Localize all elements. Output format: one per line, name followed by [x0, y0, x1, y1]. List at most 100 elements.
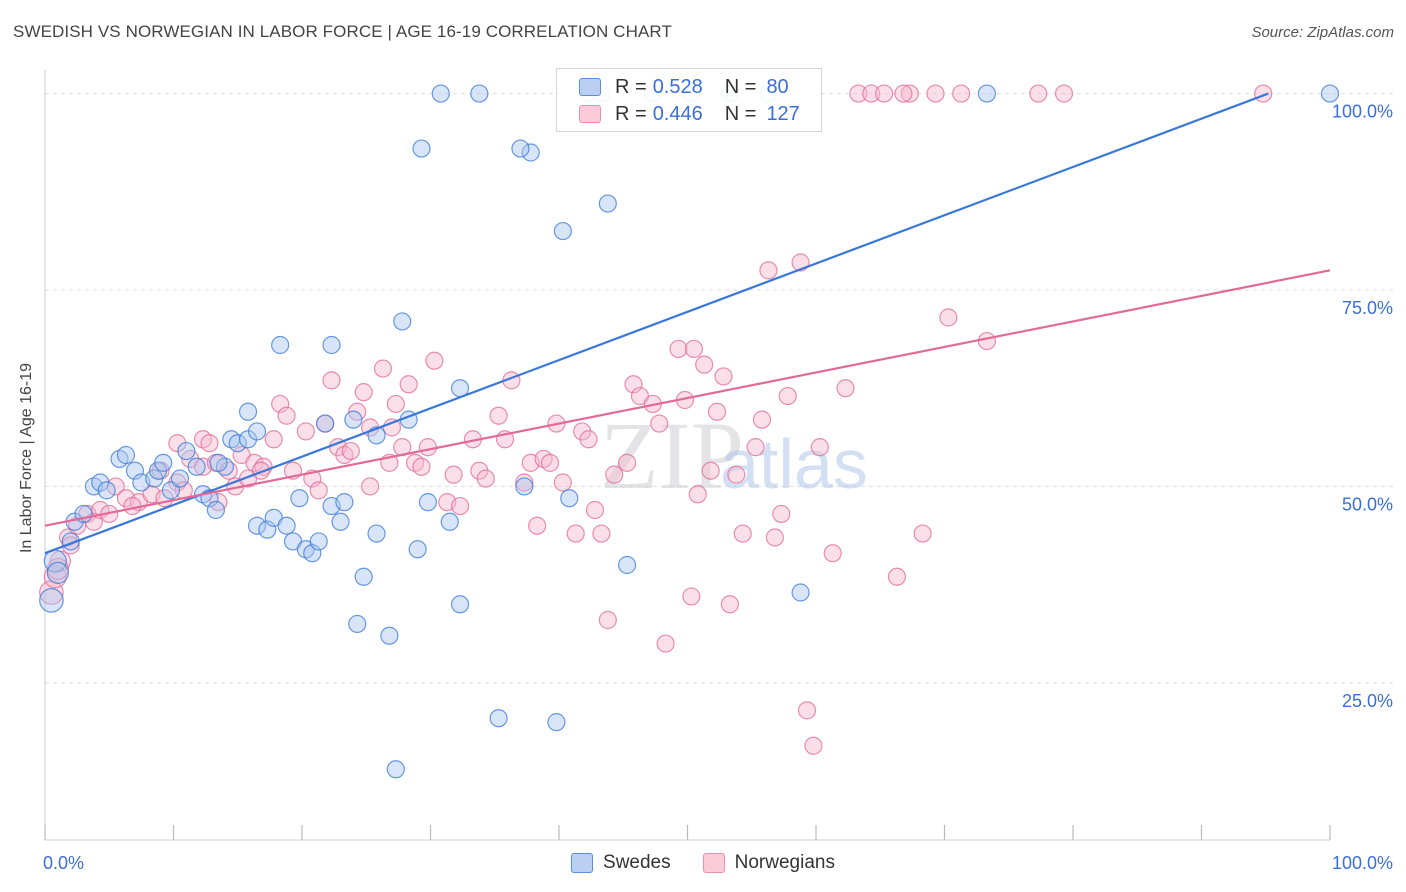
swedes-point [277, 516, 296, 535]
norwegians-point [669, 339, 688, 359]
watermark-atlas: atlas [720, 425, 868, 503]
swedes-point [258, 520, 277, 539]
norwegians-point [977, 331, 997, 351]
norwegians-point [695, 355, 714, 374]
source-label: Source: ZipAtlas.com [1251, 24, 1394, 41]
norwegians-point [373, 359, 393, 378]
watermark: ZIP atlas [600, 402, 868, 509]
swedes-point [206, 500, 226, 520]
norwegians-point [251, 461, 270, 480]
norwegians-point [489, 406, 508, 425]
r-label: R = [615, 75, 647, 98]
r-value: 0.446 [652, 102, 703, 125]
swedes-point [331, 512, 350, 531]
swedes-point [618, 555, 637, 575]
legend-item-norwegians[interactable]: Norwegians [702, 852, 835, 874]
trend-lines [44, 92, 1331, 555]
norwegians-point [875, 84, 894, 103]
grid [45, 93, 1395, 684]
norwegians-point [412, 457, 431, 476]
norwegians-point [476, 469, 495, 488]
norwegians-points [39, 84, 1273, 755]
swedes-point [170, 469, 190, 488]
swedes-point [46, 561, 69, 584]
norwegians-legend-swatch [702, 853, 725, 873]
norwegians-point [1029, 84, 1048, 103]
swedes-trend-line [44, 92, 1269, 555]
swedes-point [511, 139, 530, 158]
swedes-point [187, 457, 206, 476]
n-value: 80 [766, 75, 789, 98]
norwegians-point [386, 394, 405, 414]
norwegians-point [862, 84, 881, 103]
norwegians-point [1254, 84, 1273, 103]
swedes-point [316, 414, 335, 433]
chart-title: SWEDISH VS NORWEGIAN IN LABOR FORCE | AG… [13, 22, 672, 41]
norwegians-point [264, 430, 283, 449]
n-label: N = [724, 102, 757, 125]
norwegians-point [778, 386, 797, 406]
norwegians-point [939, 308, 958, 327]
norwegians-point [804, 736, 823, 755]
norwegians-point [605, 465, 624, 484]
y-tick-label: 50.0% [1342, 494, 1393, 514]
norwegians-point [425, 351, 444, 370]
stats-legend: R = 0.528 N = 80 R = 0.446 N = 127 [556, 68, 822, 132]
swedes-point [418, 493, 438, 512]
norwegians-point [707, 402, 727, 421]
norwegians-point [688, 485, 707, 504]
norwegians-point [515, 473, 534, 492]
n-value: 127 [766, 102, 800, 125]
norwegians-point [450, 496, 470, 516]
y-tick-label: 25.0% [1342, 691, 1393, 711]
swedes-point [39, 588, 64, 613]
norwegians-point [540, 453, 560, 472]
swedes-point [228, 434, 247, 453]
norwegians-point [361, 477, 380, 496]
norwegians-point [309, 481, 328, 500]
norwegians-point [849, 84, 868, 103]
swedes-point [238, 402, 258, 421]
swedes-point [386, 760, 405, 779]
swedes-point [354, 567, 373, 586]
norwegians-point [624, 375, 643, 394]
norwegians-point [444, 465, 463, 484]
x-tick-label: 0.0% [43, 853, 84, 873]
norwegians-point [894, 84, 913, 103]
norwegians-point [341, 441, 360, 461]
swedes-point [348, 614, 367, 634]
swedes-point [440, 512, 459, 531]
norwegians-point [913, 524, 932, 543]
norwegians-point [271, 394, 290, 414]
swedes-point [335, 493, 354, 512]
r-value: 0.528 [652, 75, 703, 98]
swedes-point [177, 441, 196, 461]
swedes-point [367, 524, 386, 543]
swedes-point [97, 481, 116, 500]
norwegians-point [528, 516, 547, 535]
swedes-point [791, 583, 810, 602]
swedes-point [408, 540, 427, 559]
norwegians-point [566, 524, 585, 543]
r-label: R = [615, 102, 647, 125]
norwegians-point [759, 261, 778, 280]
swedes-point [547, 713, 566, 732]
norwegians-point [900, 84, 919, 103]
norwegians-point [765, 528, 784, 547]
swedes-point [322, 335, 341, 355]
norwegians-point [585, 500, 605, 520]
swedes-point [309, 532, 328, 551]
norwegians-point [733, 524, 752, 543]
legend-item-swedes[interactable]: Swedes [571, 852, 671, 874]
swedes-point [598, 194, 617, 213]
x-tick-label: 100.0% [1332, 853, 1393, 873]
swedes-point [247, 422, 267, 441]
swedes-point [116, 445, 136, 465]
y-tick-label: 100.0% [1332, 102, 1393, 122]
norwegians-point [579, 430, 598, 449]
swedes-point [515, 477, 534, 496]
norwegians-point [418, 438, 438, 457]
norwegians-point [296, 422, 315, 441]
norwegians-point [823, 544, 842, 563]
